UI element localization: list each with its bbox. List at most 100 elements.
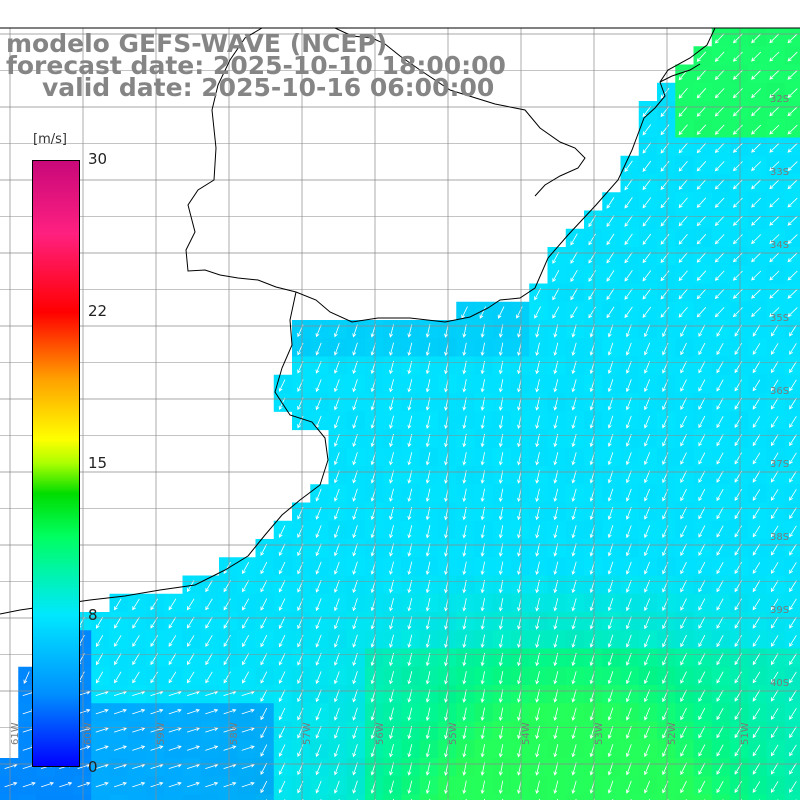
wind-arrow [553, 452, 559, 466]
wind-arrow [480, 470, 485, 484]
wind-arrow [425, 616, 431, 630]
wind-arrow [480, 342, 485, 357]
wind-arrow [716, 781, 724, 794]
wind-cell [748, 46, 768, 66]
wind-arrow [698, 707, 706, 721]
wind-arrow [407, 342, 413, 356]
wind-arrow [680, 525, 687, 538]
wind-arrow [498, 379, 504, 393]
wind-arrow [696, 106, 707, 117]
wind-cell [182, 593, 202, 613]
wind-cell [511, 502, 530, 522]
wind-arrow [734, 616, 742, 629]
wind-arrow [352, 470, 358, 484]
wind-arrow [242, 598, 250, 611]
wind-arrow [407, 762, 413, 776]
wind-cell [675, 155, 695, 175]
wind-arrow [607, 780, 614, 794]
wind-arrow [787, 88, 798, 98]
wind-arrow [498, 579, 504, 594]
wind-arrow [752, 434, 761, 447]
wind-arrow [113, 708, 128, 715]
wind-arrow [680, 616, 687, 630]
wind-arrow [535, 342, 540, 357]
wind-arrow [751, 307, 762, 318]
wind-cell [638, 320, 658, 339]
wind-arrow [769, 88, 780, 98]
wind-arrow [552, 288, 560, 301]
wind-arrow [315, 561, 322, 575]
wind-arrow [571, 525, 577, 539]
wind-arrow [535, 360, 540, 375]
wind-arrow [113, 781, 128, 788]
wind-arrow [607, 616, 614, 630]
wind-cell [748, 28, 768, 47]
wind-arrow [462, 379, 467, 393]
wind-arrow [714, 106, 725, 117]
wind-arrow [787, 143, 798, 153]
wind-arrow [607, 415, 614, 429]
wind-arrow [769, 307, 780, 317]
wind-cell [602, 630, 622, 650]
wind-cell [657, 666, 676, 686]
wind-cell [54, 794, 74, 800]
wind-cell [675, 320, 695, 339]
wind-arrow [787, 33, 798, 44]
wind-arrow [751, 33, 762, 44]
wind-cell [675, 447, 695, 467]
wind-arrow [480, 671, 485, 685]
wind-arrow [334, 397, 340, 411]
wind-arrow [752, 653, 761, 666]
wind-cell [675, 466, 695, 485]
wind-cell [748, 301, 768, 321]
wind-arrow [425, 324, 431, 338]
wind-arrow [789, 635, 797, 647]
wind-arrow [462, 671, 467, 685]
wind-arrow [644, 379, 651, 393]
wind-arrow [734, 415, 742, 429]
wind-cell [602, 210, 622, 230]
wind-cell [711, 685, 731, 704]
wind-cell [255, 703, 275, 723]
wind-cell [711, 64, 731, 84]
wind-arrow [660, 106, 670, 118]
wind-arrow [278, 780, 286, 794]
wind-cell [584, 301, 603, 321]
wind-arrow [734, 561, 742, 575]
wind-arrow [278, 762, 286, 776]
wind-arrow [352, 707, 358, 721]
wind-arrow [241, 745, 255, 751]
wind-arrow [389, 561, 394, 575]
wind-cell [748, 64, 768, 84]
lon-label: 51W [740, 722, 751, 745]
wind-cell [146, 612, 165, 631]
wind-arrow [535, 452, 540, 466]
wind-arrow [660, 124, 670, 136]
wind-arrow [23, 671, 30, 684]
wind-arrow [571, 561, 577, 575]
wind-cell [91, 794, 111, 800]
wind-cell [693, 593, 713, 613]
wind-arrow [334, 762, 340, 776]
wind-cell [109, 612, 129, 631]
wind-cell [657, 174, 676, 193]
wind-cell [784, 685, 800, 704]
wind-arrow [462, 634, 467, 649]
wind-arrow [223, 781, 237, 788]
wind-cell [711, 210, 731, 230]
wind-cell [693, 101, 713, 120]
wind-cell [584, 228, 603, 248]
wind-arrow [334, 342, 340, 356]
lat-label: 38S [770, 532, 790, 543]
colorbar-tick-15: 15 [88, 454, 108, 472]
wind-cell [164, 593, 184, 613]
wind-cell [109, 648, 129, 668]
wind-arrow [462, 744, 467, 758]
wind-arrow [625, 689, 632, 703]
wind-arrow [680, 634, 687, 648]
wind-cell [620, 502, 640, 522]
wind-cell [565, 794, 585, 800]
wind-arrow [644, 452, 651, 466]
wind-cell [784, 64, 800, 84]
wind-arrow [607, 561, 614, 575]
